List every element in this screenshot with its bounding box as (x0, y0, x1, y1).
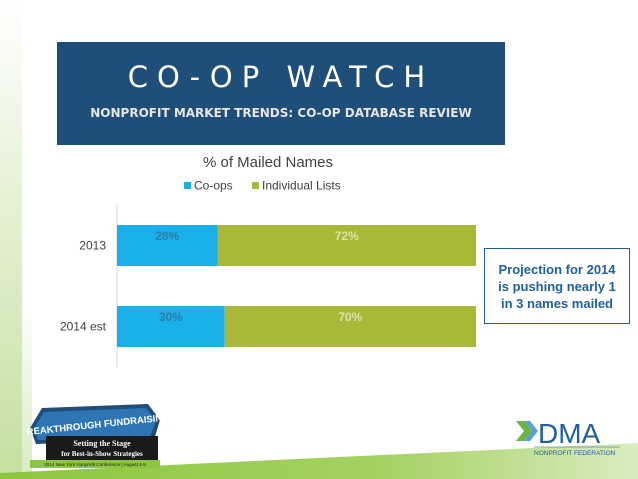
bar-0-0 (117, 225, 218, 266)
data-label-1-0: 30% (159, 310, 183, 324)
legend-label-0: Co-ops (194, 179, 233, 193)
data-label-0-1: 72% (335, 229, 359, 243)
left-decor-stripe (0, 0, 22, 479)
bar-0-1 (217, 225, 476, 266)
dma-tagline: NONPROFIT FEDERATION (534, 450, 616, 457)
dma-name: DMA (538, 418, 601, 449)
callout-text: Projection for 2014 is pushing nearly 1 … (498, 261, 616, 311)
data-label-1-1: 70% (338, 310, 362, 324)
header-title: CO-OP WATCH (127, 60, 435, 94)
left-decor-stripe-inner (22, 300, 32, 479)
logo-line2: for Best-in-Show Strategies (61, 450, 143, 458)
dma-logo: DMA NONPROFIT FEDERATION (516, 418, 620, 457)
breakthrough-fundraising-logo: BREAKTHROUGH FUNDRAISING Setting the Sta… (26, 404, 164, 468)
category-label-1: 2014 est (60, 320, 107, 334)
header-banner: CO-OP WATCH NONPROFIT MARKET TRENDS: CO-… (57, 42, 505, 145)
bar-1-1 (224, 306, 476, 347)
bottom-green-band (0, 443, 638, 479)
legend-label-1: Individual Lists (262, 179, 341, 193)
data-label-0-0: 28% (155, 229, 179, 243)
logo-footer: 2014 New York Nonprofit Conference | Aug… (44, 462, 146, 467)
chart-bars: 2013 28% 72% 2014 est 30% 70% (60, 225, 476, 347)
chart-legend: Co-ops Individual Lists (184, 179, 341, 193)
legend-swatch-0 (184, 182, 191, 189)
legend-swatch-1 (252, 182, 259, 189)
chart-title: % of Mailed Names (203, 154, 333, 171)
header-subtitle: NONPROFIT MARKET TRENDS: CO-OP DATABASE … (90, 106, 472, 120)
projection-callout: Projection for 2014 is pushing nearly 1 … (484, 248, 630, 324)
bar-1-0 (117, 306, 225, 347)
stacked-bar-chart: % of Mailed Names Co-ops Individual Lists… (60, 154, 476, 367)
category-label-0: 2013 (79, 239, 106, 253)
logo-line1: Setting the Stage (73, 439, 131, 448)
